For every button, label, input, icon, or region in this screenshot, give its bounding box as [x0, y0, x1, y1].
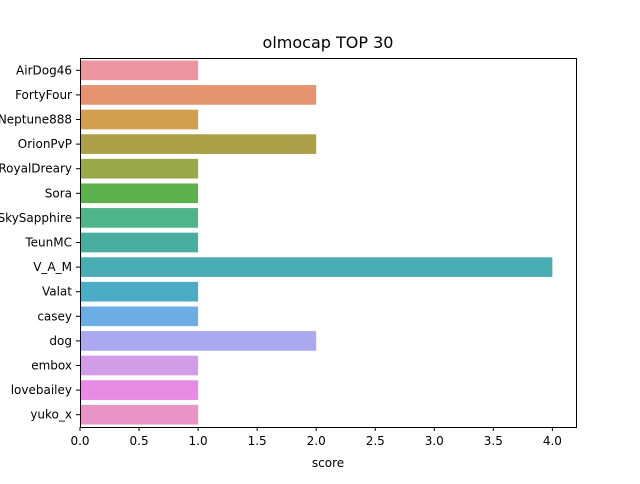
y-tick-label: AirDog46 — [16, 63, 72, 77]
y-tick-label: TeunMC — [24, 236, 72, 250]
x-tick-label: 2.5 — [366, 434, 385, 448]
bar-FortyFour — [80, 85, 317, 105]
x-tick-label: 0.0 — [70, 434, 89, 448]
x-axis-ticks: 0.0 0.5 1.0 1.5 2.0 2.5 3.0 3.5 4.0 — [70, 427, 562, 448]
y-tick-label: RoyalDreary — [0, 162, 72, 176]
y-tick-label: Valat — [42, 285, 72, 299]
y-tick-label: Sora — [45, 186, 72, 200]
plot-frame — [80, 58, 577, 428]
bar-casey — [80, 306, 199, 327]
y-tick-label: FortyFour — [15, 88, 72, 102]
y-tick-label: Neptune888 — [0, 113, 72, 127]
bar-TeunMC — [80, 232, 199, 253]
x-tick-label: 2.0 — [307, 434, 326, 448]
bar-Valat — [80, 281, 199, 302]
x-tick-label: 1.0 — [189, 434, 208, 448]
bar-SkySapphire — [80, 208, 199, 228]
x-tick-label: 4.0 — [543, 434, 562, 448]
bars-layer — [80, 60, 553, 425]
y-tick-label: casey — [37, 309, 72, 323]
bar-OrionPvP — [80, 134, 317, 154]
chart-title: olmocap TOP 30 — [263, 33, 394, 52]
x-tick-label: 3.5 — [484, 434, 503, 448]
bar-Sora — [80, 183, 199, 204]
y-tick-label: lovebailey — [11, 383, 72, 397]
y-axis-ticks: AirDog46 FortyFour Neptune888 OrionPvP Royal… — [0, 63, 80, 422]
y-tick-label: V_A_M — [33, 260, 72, 274]
y-tick-label: yuko_x — [30, 408, 72, 422]
x-tick-label: 0.5 — [130, 434, 149, 448]
bar-Neptune888 — [80, 109, 199, 130]
y-tick-label: dog — [49, 334, 72, 348]
bar-dog — [80, 331, 317, 351]
x-axis-label: score — [312, 456, 344, 470]
bar-RoyalDreary — [80, 158, 199, 179]
y-tick-label: SkySapphire — [0, 211, 72, 225]
x-tick-label: 1.5 — [248, 434, 267, 448]
bar-embox — [80, 355, 199, 376]
bar-yuko_x — [80, 404, 199, 425]
y-tick-label: OrionPvP — [18, 137, 72, 151]
x-tick-label: 3.0 — [425, 434, 444, 448]
bar-AirDog46 — [80, 60, 199, 81]
bar-V_A_M — [80, 257, 553, 277]
y-tick-label: embox — [31, 359, 72, 373]
bar-lovebailey — [80, 380, 199, 400]
